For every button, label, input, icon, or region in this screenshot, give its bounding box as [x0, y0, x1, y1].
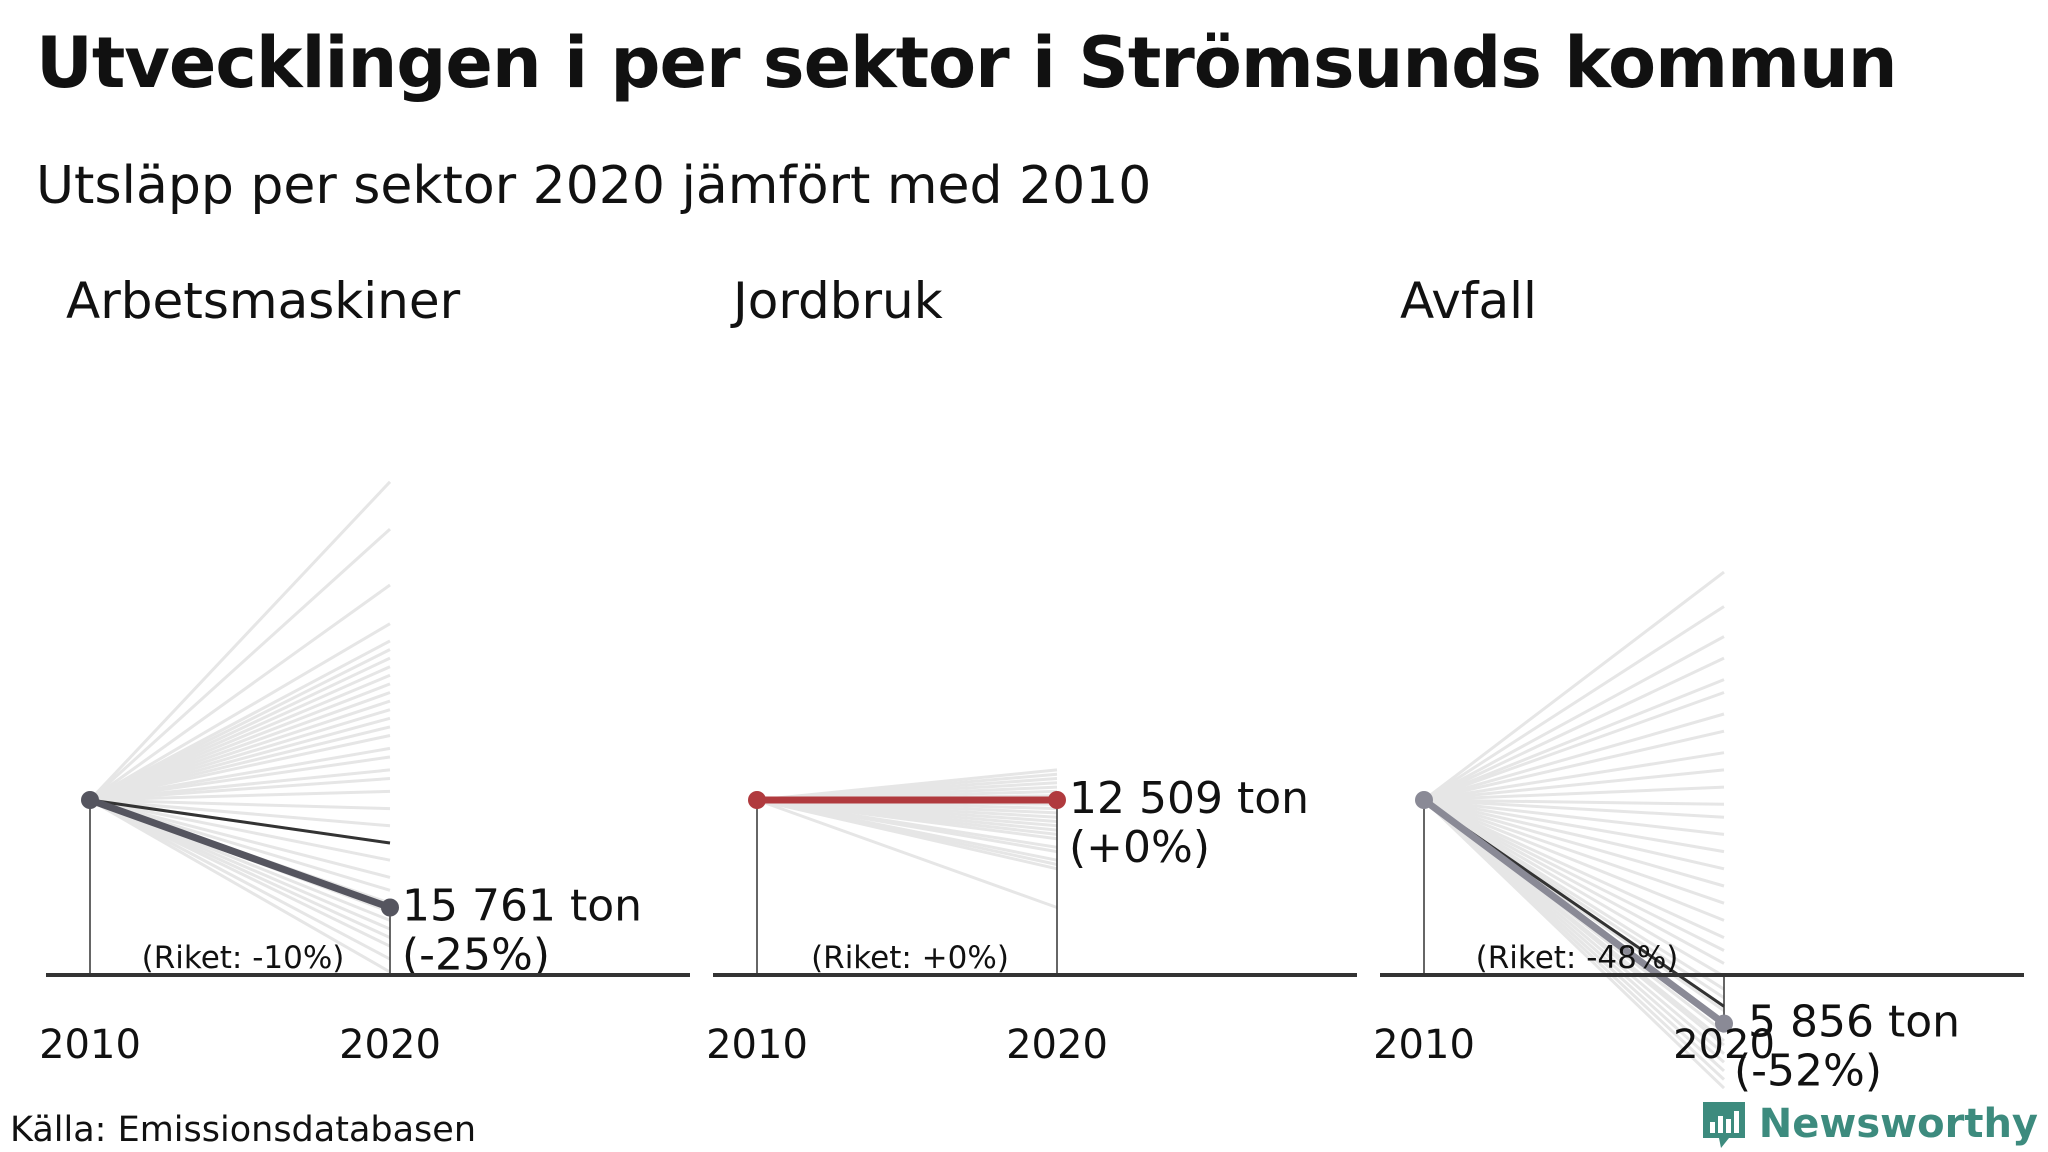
background-series-line	[1423, 798, 1725, 888]
highlight-line	[86, 796, 394, 911]
background-series-line	[89, 622, 391, 802]
background-series-line	[1423, 798, 1725, 952]
panel-1: Arbetsmaskiner 15 761 ton(-25%) (Riket: -1…	[39, 272, 690, 1068]
background-series-line	[88, 480, 392, 802]
tick-label-2020: 2020	[1006, 1022, 1108, 1068]
value-label: 5 856 ton	[1748, 997, 1960, 1048]
background-series-line	[1423, 785, 1725, 802]
background-series-line	[89, 798, 391, 828]
highlight-point-2010	[1415, 791, 1433, 809]
change-label: (+0%)	[1069, 822, 1210, 873]
value-label: 15 761 ton	[402, 881, 642, 932]
background-series-line	[1423, 798, 1725, 939]
background-series-line	[1423, 712, 1725, 802]
background-series-line	[1423, 798, 1725, 922]
change-label: (-25%)	[402, 930, 550, 981]
panel-2: Jordbruk 12 509 ton(+0%) (Riket: +0%) 2010 2…	[706, 272, 1357, 1068]
highlight-point-2020	[381, 898, 399, 917]
background-series-line	[89, 798, 391, 961]
riket-label: (Riket: +0%)	[811, 940, 1009, 976]
background-series-line	[89, 798, 391, 811]
background-series-line	[89, 798, 391, 862]
tick-label-2020: 2020	[339, 1022, 441, 1068]
background-series-line	[1423, 768, 1725, 802]
background-series-line	[756, 798, 1058, 871]
background-series-line	[1422, 798, 1726, 1090]
background-series-line	[1423, 656, 1725, 802]
background-series-line	[1423, 798, 1725, 965]
background-series-line	[88, 527, 392, 802]
background-series-line	[1423, 798, 1725, 806]
brand-name: Newsworthy	[1758, 1101, 2038, 1147]
panel-title: Arbetsmaskiner	[66, 272, 461, 330]
background-series-line	[1423, 798, 1725, 905]
background-series-line	[1423, 605, 1725, 802]
highlight-point-2020	[1715, 1014, 1733, 1033]
highlight-point-2010	[748, 791, 766, 809]
background-series-line	[1423, 798, 1725, 854]
panel-3: Avfall 5 856 ton(-52%) (Riket: -48%) 2010 20…	[1373, 272, 2024, 1097]
background-series-line	[1423, 798, 1725, 871]
riket-line	[89, 798, 391, 845]
background-series-line	[89, 798, 391, 948]
highlight-point-2010	[81, 791, 99, 809]
source-label: Källa: Emissionsdatabasen	[10, 1110, 477, 1150]
change-label: (-52%)	[1734, 1046, 1882, 1097]
background-series-line	[1423, 678, 1725, 802]
riket-label: (Riket: -48%)	[1476, 940, 1679, 976]
panel-title: Jordbruk	[730, 272, 943, 330]
background-series-line	[1423, 570, 1725, 802]
tick-label-2010: 2010	[706, 1022, 808, 1068]
newsworthy-logo: Newsworthy	[1699, 1098, 2038, 1150]
background-series-line	[89, 583, 391, 802]
chart-subtitle: Utsläpp per sektor 2020 jämfört med 2010	[36, 156, 1152, 216]
background-series-line	[1423, 691, 1725, 802]
background-series-line	[1423, 751, 1725, 802]
tick-label-2010: 2010	[39, 1022, 141, 1068]
chart-title: Utvecklingen i per sektor i Strömsunds k…	[36, 22, 1898, 104]
riket-label: (Riket: -10%)	[142, 940, 345, 976]
background-series-line	[1423, 635, 1725, 802]
value-label: 12 509 ton	[1069, 773, 1309, 824]
background-series-line	[756, 798, 1058, 909]
highlight-line	[1420, 796, 1728, 1028]
tick-label-2020: 2020	[1673, 1022, 1775, 1068]
background-series-line	[1423, 729, 1725, 802]
background-series-line	[89, 789, 391, 802]
background-series-line	[1423, 798, 1725, 819]
newsworthy-logo-icon	[1702, 1102, 1745, 1148]
background-series-line	[89, 734, 391, 802]
background-series-line	[1423, 798, 1725, 978]
tick-label-2010: 2010	[1373, 1022, 1475, 1068]
panel-title: Avfall	[1400, 272, 1537, 330]
background-series-line	[89, 755, 391, 802]
highlight-point-2020	[1048, 791, 1066, 809]
background-series-line	[89, 798, 391, 974]
background-series-line	[1423, 798, 1725, 836]
background-series-line	[89, 798, 391, 879]
small-multiples-chart: Arbetsmaskiner 15 761 ton(-25%) (Riket: -1…	[39, 272, 2024, 1097]
background-series-line	[89, 777, 391, 802]
